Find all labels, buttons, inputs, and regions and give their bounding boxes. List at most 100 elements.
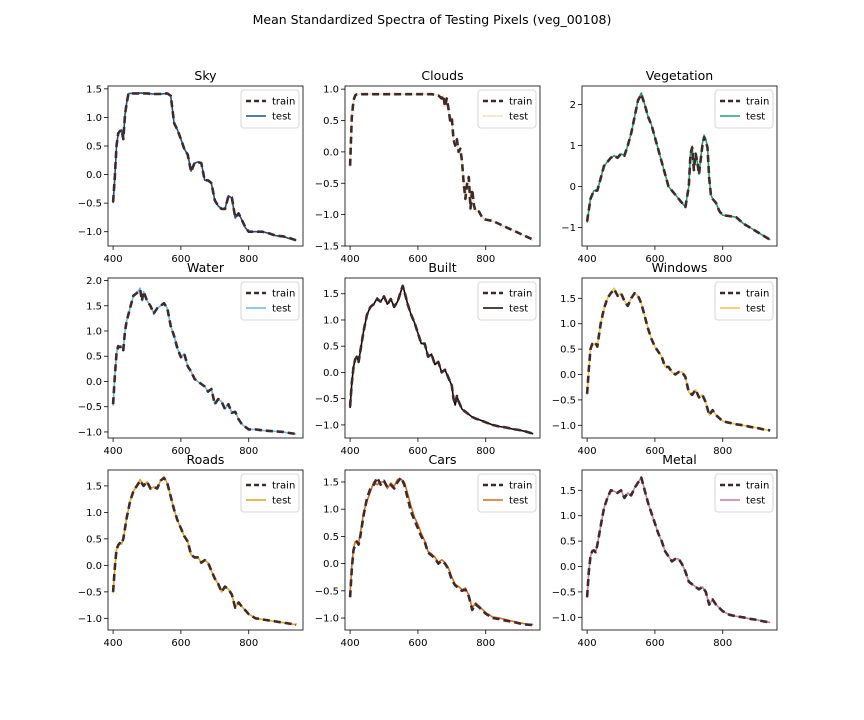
y-tick-label: 0.0	[323, 147, 339, 158]
x-tick-label: 800	[713, 446, 732, 457]
legend-box	[240, 473, 300, 513]
legend-test-label: test	[509, 496, 528, 507]
legend-test-label: test	[509, 112, 528, 123]
y-tick-label: 1.0	[323, 505, 339, 516]
legend: train test	[240, 281, 300, 321]
x-tick-label: 600	[645, 446, 664, 457]
subplot-grid: Sky 400 600 800 −1.0 −0.5 0.0 0.5 1.0 1.5 train tes…	[78, 68, 778, 649]
x-tick-label: 400	[104, 446, 123, 457]
y-tick-label: −1	[561, 223, 576, 234]
legend-train-label: train	[746, 289, 769, 300]
x-tick-label: 600	[645, 254, 664, 265]
x-tick-label: 800	[476, 254, 495, 265]
legend: train test	[477, 473, 537, 513]
x-tick-label: 600	[408, 446, 427, 457]
y-tick-label: 1.5	[560, 294, 576, 305]
y-tick-label: 0.0	[560, 370, 576, 381]
y-tick-label: 1.0	[560, 319, 576, 330]
x-tick-label: 800	[713, 254, 732, 265]
series-lines	[348, 476, 534, 627]
y-tick-label: 0.0	[86, 377, 102, 388]
subplot-title: Vegetation	[646, 68, 713, 83]
figure-title: Mean Standardized Spectra of Testing Pix…	[253, 12, 612, 27]
subplot-sky: Sky 400 600 800 −1.0 −0.5 0.0 0.5 1.0 1.5 train tes…	[78, 68, 304, 265]
legend-box	[477, 281, 537, 321]
train-line	[585, 287, 771, 432]
legend-box	[477, 89, 537, 129]
train-line	[585, 476, 771, 624]
x-tick-label: 400	[578, 446, 597, 457]
legend: train test	[477, 89, 537, 129]
x-tick-label: 800	[476, 446, 495, 457]
series-lines	[111, 287, 297, 436]
legend-box	[714, 281, 774, 321]
legend: train test	[714, 281, 774, 321]
y-tick-label: −0.5	[315, 586, 339, 597]
legend-test-label: test	[272, 112, 291, 123]
series-lines	[585, 287, 771, 432]
y-tick-label: −0.5	[552, 395, 576, 406]
x-tick-label: 800	[713, 638, 732, 649]
legend-box	[714, 473, 774, 513]
y-tick-label: 1.5	[86, 84, 102, 95]
series-lines	[348, 92, 534, 242]
legend: train test	[240, 89, 300, 129]
y-tick-label: −1.0	[78, 427, 102, 438]
y-tick-label: 0.5	[86, 352, 102, 363]
x-tick-label: 600	[171, 254, 190, 265]
series-lines	[111, 92, 297, 242]
series-lines	[585, 92, 771, 241]
legend-test-label: test	[509, 304, 528, 315]
x-tick-label: 800	[239, 638, 258, 649]
x-tick-label: 600	[408, 638, 427, 649]
y-tick-label: −1.0	[315, 210, 339, 221]
subplot-title: Clouds	[421, 68, 463, 83]
axes-frame	[581, 277, 778, 439]
legend-train-label: train	[272, 289, 295, 300]
x-tick-label: 600	[171, 638, 190, 649]
y-tick-label: 0.0	[86, 561, 102, 572]
legend-train-label: train	[272, 481, 295, 492]
axes-frame	[344, 469, 541, 631]
y-tick-label: −1.0	[552, 421, 576, 432]
y-tick-label: 0.5	[323, 342, 339, 353]
axes-frame	[344, 85, 541, 247]
y-tick-label: −0.5	[315, 179, 339, 190]
legend-box	[240, 281, 300, 321]
x-tick-label: 600	[171, 446, 190, 457]
subplot-vegetation: Vegetation 400 600 800 −1 0 1 2 train test	[561, 68, 778, 265]
legend-train-label: train	[272, 97, 295, 108]
legend-train-label: train	[509, 97, 532, 108]
y-tick-label: 0.5	[560, 537, 576, 548]
train-line	[348, 92, 534, 241]
subplot-title: Cars	[428, 452, 456, 467]
y-tick-label: 0.5	[323, 532, 339, 543]
x-tick-label: 600	[645, 638, 664, 649]
y-tick-label: 1.5	[86, 301, 102, 312]
y-tick-label: 1.5	[86, 481, 102, 492]
legend-test-label: test	[746, 112, 765, 123]
y-tick-label: 1.0	[86, 326, 102, 337]
y-tick-label: −1.0	[78, 614, 102, 625]
subplot-title: Water	[187, 260, 225, 275]
y-tick-label: 1.5	[560, 486, 576, 497]
axes-frame	[107, 277, 304, 439]
y-tick-label: 2	[570, 100, 576, 111]
y-tick-label: 0.5	[560, 345, 576, 356]
y-tick-label: 0.0	[560, 562, 576, 573]
series-lines	[585, 476, 771, 624]
x-tick-label: 400	[104, 638, 123, 649]
train-line	[348, 476, 534, 627]
x-tick-label: 400	[104, 254, 123, 265]
y-tick-label: 1.0	[323, 85, 339, 96]
y-tick-label: 1.0	[86, 508, 102, 519]
x-tick-label: 400	[341, 446, 360, 457]
y-tick-label: 1.0	[323, 315, 339, 326]
y-tick-label: −0.5	[78, 587, 102, 598]
y-tick-label: 1.0	[86, 113, 102, 124]
legend-box	[240, 89, 300, 129]
